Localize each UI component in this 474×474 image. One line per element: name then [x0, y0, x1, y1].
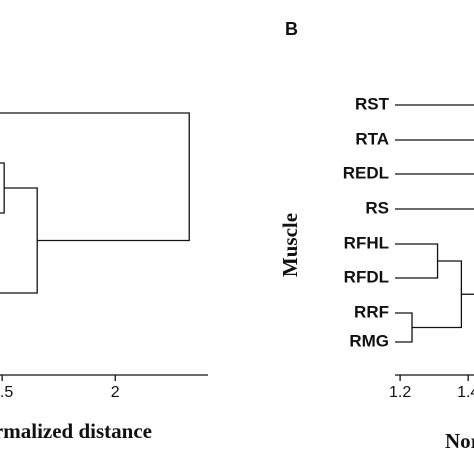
leaf-label: RMG — [349, 331, 389, 350]
x-axis-label: Normalized distance — [0, 419, 152, 443]
leaf-label: RRF — [354, 302, 389, 321]
leaf-label: RTA — [355, 129, 389, 148]
leaf-label: RFDL — [344, 267, 389, 286]
dendrogram-link — [0, 187, 38, 294]
x-tick-label: 1.4 — [457, 384, 474, 401]
y-axis-label: Muscle — [278, 213, 302, 277]
leaf-label: RST — [355, 94, 390, 113]
panel-label: B — [285, 19, 298, 39]
dendrogram-link — [412, 260, 463, 329]
dendrogram-link — [395, 312, 413, 343]
dendrogram-link — [0, 162, 5, 214]
leaf-label: REDL — [343, 163, 389, 182]
leaf-label: RFHL — [344, 233, 389, 252]
dendrogram-link — [0, 112, 190, 242]
x-tick-label: 2 — [111, 384, 120, 401]
x-tick-label: 1.5 — [0, 384, 13, 401]
x-tick-label: 1.2 — [389, 384, 411, 401]
x-axis-label: Normalized distance — [445, 429, 474, 453]
dendrogram-link — [395, 243, 439, 279]
leaf-label: RS — [365, 198, 389, 217]
